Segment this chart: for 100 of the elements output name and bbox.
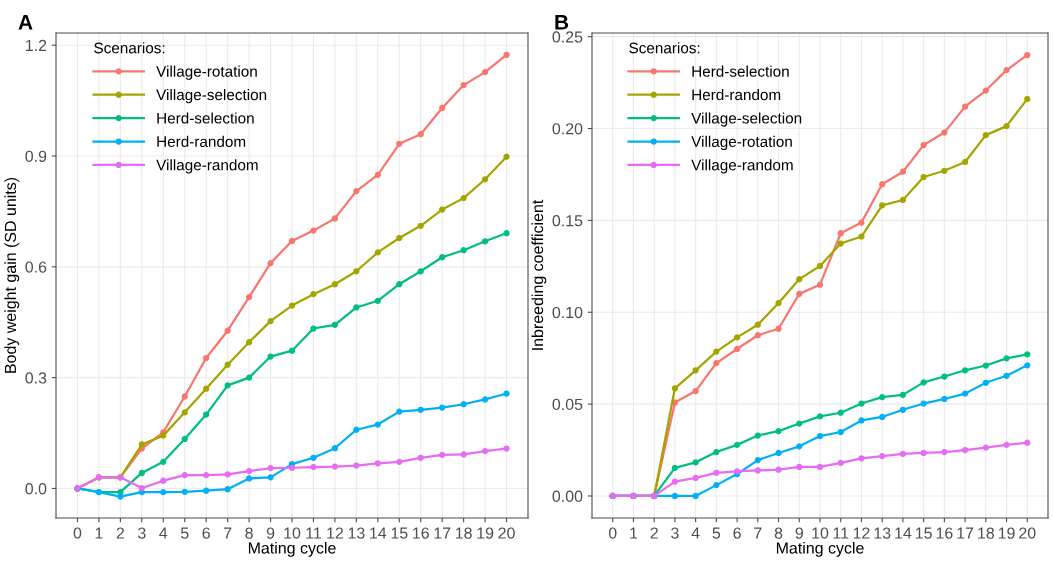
point: [203, 385, 210, 392]
point: [160, 489, 167, 496]
point: [310, 454, 317, 461]
point: [481, 176, 489, 183]
x-tick-label: 3: [137, 527, 146, 539]
point: [396, 140, 403, 147]
point: [858, 417, 865, 424]
point: [245, 339, 253, 346]
x-tick-label: 9: [795, 527, 803, 539]
point: [310, 291, 317, 298]
x-tick-label: 13: [874, 527, 891, 539]
point: [267, 317, 274, 325]
x-tick-label: 16: [413, 527, 429, 539]
point: [138, 441, 145, 448]
legend-label: Village-random: [156, 159, 258, 174]
point: [816, 262, 824, 270]
legend-label: Herd-random: [692, 88, 781, 101]
point: [754, 457, 761, 464]
x-tick-label: 10: [284, 527, 301, 539]
x-tick-label: 19: [477, 527, 494, 539]
point: [503, 51, 510, 58]
point: [837, 459, 844, 467]
x-tick-label: 12: [327, 527, 343, 539]
x-tick-label: 3: [671, 527, 679, 539]
x-tick-label: 0: [608, 527, 617, 539]
y-tick-label: 0.25: [552, 31, 583, 43]
point: [1024, 439, 1031, 446]
point: [920, 400, 927, 407]
point: [203, 354, 210, 362]
point: [961, 103, 969, 110]
x-tick-label: 16: [936, 527, 953, 539]
x-tick-label: 12: [853, 527, 870, 539]
point: [816, 413, 824, 420]
point: [713, 469, 720, 476]
point: [671, 385, 679, 392]
point: [288, 347, 296, 354]
x-tick-label: 6: [733, 527, 741, 539]
point: [837, 409, 844, 416]
point: [837, 230, 844, 237]
point: [203, 487, 210, 494]
x-axis-title: Mating cycle: [248, 541, 336, 557]
point: [224, 361, 231, 368]
x-tick-label: 1: [630, 527, 638, 539]
point: [503, 390, 510, 397]
legend-label: Village-random: [691, 159, 793, 174]
point: [899, 391, 907, 399]
point: [374, 171, 381, 178]
legend-label: Village-selection: [691, 112, 802, 127]
point: [713, 360, 720, 367]
point: [982, 87, 989, 94]
point: [961, 158, 969, 166]
point: [1024, 351, 1031, 358]
point: [439, 104, 446, 112]
point: [692, 367, 699, 374]
point: [713, 481, 720, 489]
point: [331, 321, 339, 328]
y-tick-label: 1.2: [25, 39, 47, 51]
point: [775, 449, 782, 457]
point: [417, 268, 424, 275]
point: [671, 464, 679, 471]
point: [181, 393, 188, 400]
x-tick-label: 18: [978, 527, 995, 539]
y-axis-title: Body weight gain (SD units): [4, 177, 20, 373]
point: [899, 450, 907, 458]
y-tick-label: 0.05: [552, 398, 583, 411]
point: [460, 247, 467, 254]
point: [396, 234, 403, 242]
point: [796, 463, 803, 471]
point: [396, 281, 403, 288]
point: [353, 426, 360, 433]
x-tick-label: 8: [774, 527, 783, 539]
point: [267, 259, 274, 267]
point: [181, 435, 188, 443]
point: [396, 458, 403, 465]
point: [503, 445, 510, 452]
point: [374, 249, 381, 256]
point: [816, 281, 824, 288]
point: [899, 406, 907, 413]
point: [439, 404, 446, 411]
x-tick-label: 8: [245, 527, 253, 539]
x-tick-label: 19: [998, 527, 1015, 539]
point: [138, 484, 145, 492]
point: [439, 451, 446, 458]
x-tick-label: 11: [306, 527, 321, 539]
point: [879, 202, 886, 209]
x-tick-label: 2: [650, 527, 658, 539]
point: [353, 268, 360, 275]
point: [671, 492, 679, 500]
point: [417, 454, 424, 461]
point: [374, 421, 381, 428]
legend-label: Herd-selection: [692, 65, 789, 77]
x-tick-label: 11: [833, 527, 849, 539]
point: [796, 420, 803, 427]
point: [982, 132, 989, 139]
point: [353, 187, 360, 195]
point: [961, 367, 969, 374]
point: [374, 460, 381, 467]
x-tick-label: 10: [812, 527, 829, 539]
legend-label: Village-rotation: [156, 65, 257, 80]
x-tick-label: 1: [95, 527, 103, 539]
